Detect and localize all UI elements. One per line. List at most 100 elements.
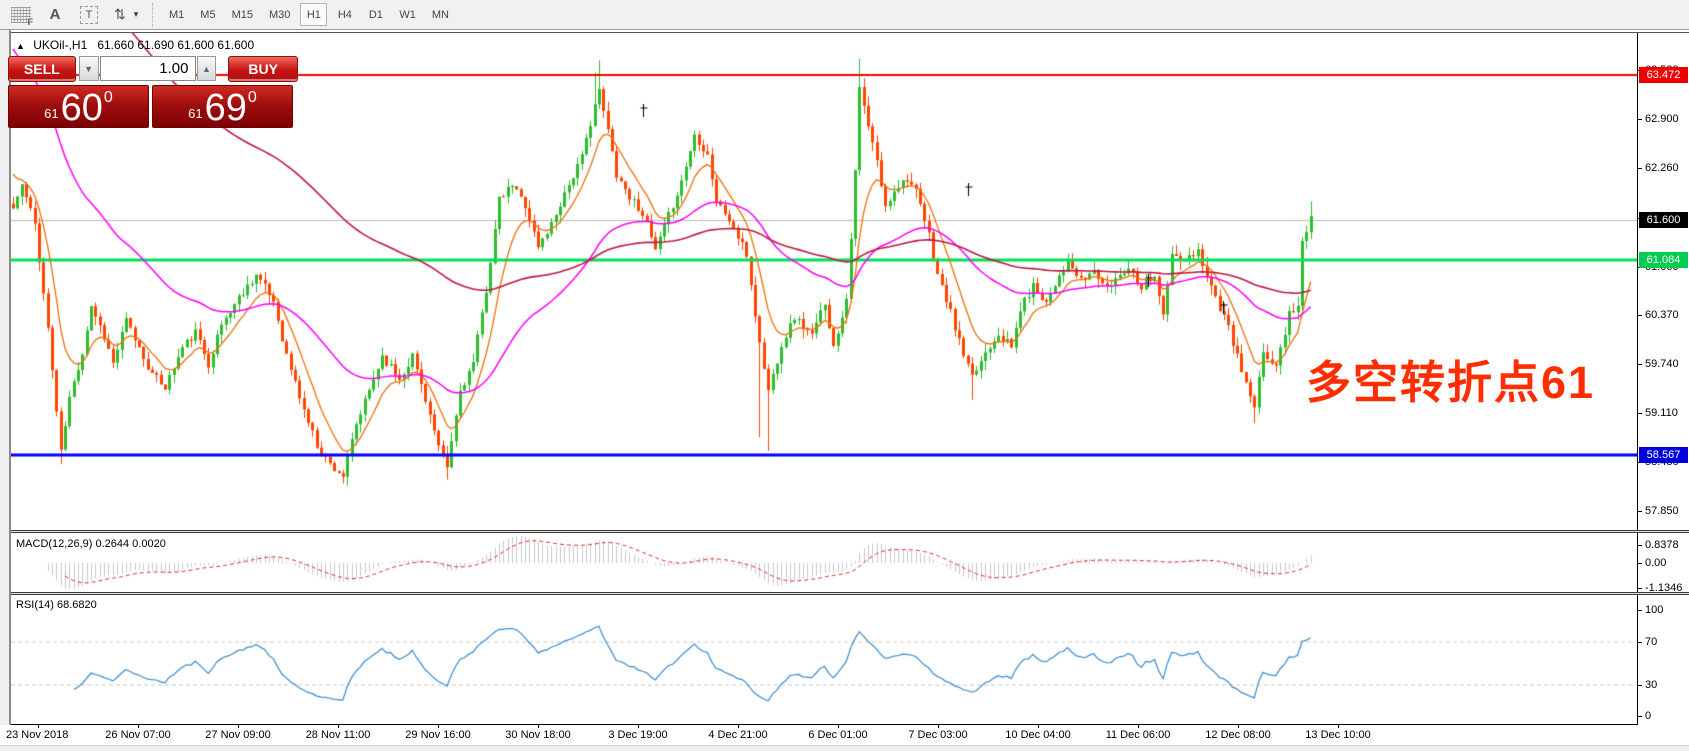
volume-input[interactable]	[99, 56, 196, 81]
sell-price-sup: 0	[103, 89, 113, 106]
price-tick-62.260: 62.260	[1645, 162, 1679, 174]
sell-price-prefix: 61	[44, 106, 59, 121]
rsi-label: RSI(14) 68.6820	[16, 599, 97, 611]
rsi-tick-100-dash	[1638, 610, 1642, 611]
indicator-list-icon[interactable]: F	[8, 3, 34, 27]
chart-top-border	[11, 32, 1689, 33]
time-label: 4 Dec 21:00	[708, 729, 768, 741]
time-tick	[738, 724, 739, 728]
time-label: 3 Dec 19:00	[608, 729, 668, 741]
macd-panel-splitter[interactable]	[11, 530, 1689, 533]
price-tick-59.110: 59.110	[1645, 407, 1678, 419]
time-label: 23 Nov 2018	[6, 729, 69, 741]
time-tick	[138, 724, 139, 728]
rsi-panel-splitter[interactable]	[11, 592, 1689, 595]
rsi-tick-0: 0	[1645, 710, 1652, 722]
rsi-tick-30-dash	[1638, 685, 1642, 686]
time-label: 7 Dec 03:00	[908, 729, 968, 741]
price-badge-61.600: 61.600	[1639, 212, 1688, 228]
sell-button[interactable]: SELL	[8, 56, 76, 82]
time-tick	[538, 724, 539, 728]
rsi-tick-70: 70	[1645, 636, 1658, 648]
timeframe-button-w1[interactable]: W1	[399, 8, 416, 21]
price-tick-62.260-dash	[1638, 168, 1642, 169]
price-tick-62.900-dash	[1638, 119, 1642, 120]
rsi-tick-70-dash	[1638, 642, 1642, 643]
time-tick	[638, 724, 639, 728]
time-label: 28 Nov 11:00	[305, 729, 371, 741]
macd-label: MACD(12,26,9) 0.2644 0.0020	[16, 538, 166, 550]
buy-button[interactable]: BUY	[228, 56, 298, 82]
volume-increase-button[interactable]: ▲	[196, 56, 217, 81]
time-tick	[238, 724, 239, 728]
timeframe-button-d1[interactable]: D1	[368, 8, 383, 21]
timeframe-button-m1[interactable]: M1	[169, 8, 185, 21]
price-tick-60.370: 60.370	[1645, 309, 1679, 321]
buy-price-display[interactable]: 61 69 0	[152, 85, 293, 128]
arrow-objects-icon[interactable]: ⇅	[114, 6, 126, 22]
price-axis[interactable]: 63.53062.90062.26061.63061.00060.37059.7…	[1638, 33, 1689, 745]
symbol-period-label: UKOil-,H1	[33, 38, 88, 52]
dropdown-caret-icon[interactable]: ▾	[133, 9, 139, 19]
chart-annotation-text: 多空转折点61	[1306, 357, 1596, 408]
price-tick-59.740: 59.740	[1645, 358, 1679, 370]
time-tick	[1238, 724, 1239, 728]
macd-tick-0.00-dash	[1638, 563, 1642, 564]
price-axis-border	[1637, 33, 1638, 745]
toolbar-separator	[152, 2, 153, 27]
font-icon[interactable]: A	[49, 6, 61, 23]
price-badge-61.084: 61.084	[1639, 252, 1688, 268]
window-bottom-edge	[0, 745, 1689, 751]
buy-price-prefix: 61	[188, 106, 203, 121]
rsi-tick-0-dash	[1638, 716, 1642, 717]
time-label: 26 Nov 07:00	[105, 729, 171, 741]
timeframe-button-m15[interactable]: M15	[231, 8, 253, 21]
timeframe-button-h1[interactable]: H1	[300, 3, 328, 26]
time-tick	[338, 724, 339, 728]
time-label: 13 Dec 10:00	[1305, 729, 1371, 741]
volume-decrease-button[interactable]: ▼	[78, 56, 99, 81]
macd-tick--1.1346: -1.1346	[1645, 582, 1683, 594]
macd-tick-0.00: 0.00	[1645, 557, 1667, 569]
rsi-tick-30: 30	[1645, 679, 1658, 691]
price-tick-59.110-dash	[1638, 413, 1642, 414]
sell-price-big: 60	[60, 86, 103, 129]
timeframe-button-m30[interactable]: M30	[268, 8, 291, 21]
macd-tick-0.8378: 0.8378	[1645, 539, 1679, 551]
time-label: 27 Nov 09:00	[205, 729, 271, 741]
time-tick	[1138, 724, 1139, 728]
time-tick	[838, 724, 839, 728]
time-tick	[1038, 724, 1039, 728]
buy-price-sup: 0	[247, 89, 257, 106]
price-tick-60.370-dash	[1638, 315, 1642, 316]
time-label: 12 Dec 08:00	[1205, 729, 1271, 741]
time-tick	[438, 724, 439, 728]
timeframe-button-h4[interactable]: H4	[337, 8, 352, 21]
price-badge-58.567: 58.567	[1639, 447, 1688, 463]
time-label: 30 Nov 18:00	[505, 729, 571, 741]
time-tick	[938, 724, 939, 728]
price-tick-57.850-dash	[1638, 511, 1642, 512]
macd-tick--1.1346-dash	[1638, 588, 1642, 589]
time-label: 11 Dec 06:00	[1105, 729, 1171, 741]
ohlc-values: 61.660 61.690 61.600 61.600	[97, 38, 255, 52]
timeframe-button-m5[interactable]: M5	[200, 8, 216, 21]
one-click-trading-panel: SELL ▼ ▲ BUY 61 60 0 61 69 0	[8, 56, 298, 128]
sell-price-display[interactable]: 61 60 0	[8, 85, 149, 128]
collapse-triangle-icon[interactable]: ▲	[16, 41, 25, 51]
price-chart-canvas[interactable]	[11, 33, 1637, 745]
time-axis[interactable]: 23 Nov 2018 26 Nov 07:00 27 Nov 09:00 28 No…	[0, 724, 1689, 745]
macd-tick-0.8378-dash	[1638, 545, 1642, 546]
time-label: 29 Nov 16:00	[405, 729, 471, 741]
text-label-icon[interactable]: T	[76, 3, 102, 27]
timeframe-button-mn[interactable]: MN	[431, 8, 449, 21]
time-label: 6 Dec 01:00	[808, 729, 868, 741]
chart-title: ▲ UKOil-,H1 61.660 61.690 61.600 61.600	[16, 38, 254, 52]
price-tick-62.900: 62.900	[1645, 113, 1679, 125]
toolbar: F A T ⇅ ▾ M1 M5 M15 M30 H1 H4 D1 W1 MN	[0, 0, 1689, 30]
buy-price-big: 69	[204, 86, 247, 129]
window-left-gutter	[0, 30, 11, 751]
price-tick-57.850: 57.850	[1645, 505, 1679, 517]
price-tick-59.740-dash	[1638, 364, 1642, 365]
